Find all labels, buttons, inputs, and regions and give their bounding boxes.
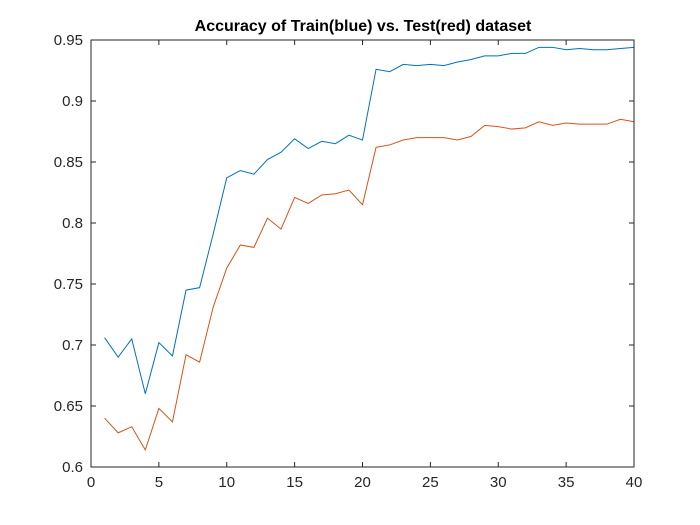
- y-tick-label: 0.85: [54, 154, 83, 171]
- series-line-2: [104, 118, 635, 452]
- x-tick-label: 10: [218, 474, 235, 491]
- y-tick-label: 0.6: [62, 459, 83, 476]
- y-tick-label: 0.8: [62, 215, 83, 232]
- y-tick-label: 0.9: [62, 93, 83, 110]
- x-tick-label: 25: [422, 474, 439, 491]
- x-tick-label: 35: [558, 474, 575, 491]
- x-tick-label: 30: [490, 474, 507, 491]
- series-line-1: [104, 46, 635, 394]
- x-tick-label: 5: [155, 474, 163, 491]
- series-layer: [104, 46, 635, 452]
- x-tick-label: 15: [286, 474, 303, 491]
- y-tick-label: 0.95: [54, 32, 83, 49]
- x-tick-label: 40: [626, 474, 643, 491]
- chart-title: Accuracy of Train(blue) vs. Test(red) da…: [195, 18, 532, 35]
- y-tick-label: 0.65: [54, 398, 83, 415]
- axes-layer: 0 5 10 15 20 25 30 35 40 0.6 0.65 0.7 0.75 0.8 0.85 0.9…: [54, 32, 643, 491]
- x-tick-label: 20: [354, 474, 371, 491]
- plot-area: [91, 40, 634, 467]
- x-tick-label: 0: [87, 474, 95, 491]
- y-tick-label: 0.7: [62, 337, 83, 354]
- y-tick-label: 0.75: [54, 276, 83, 293]
